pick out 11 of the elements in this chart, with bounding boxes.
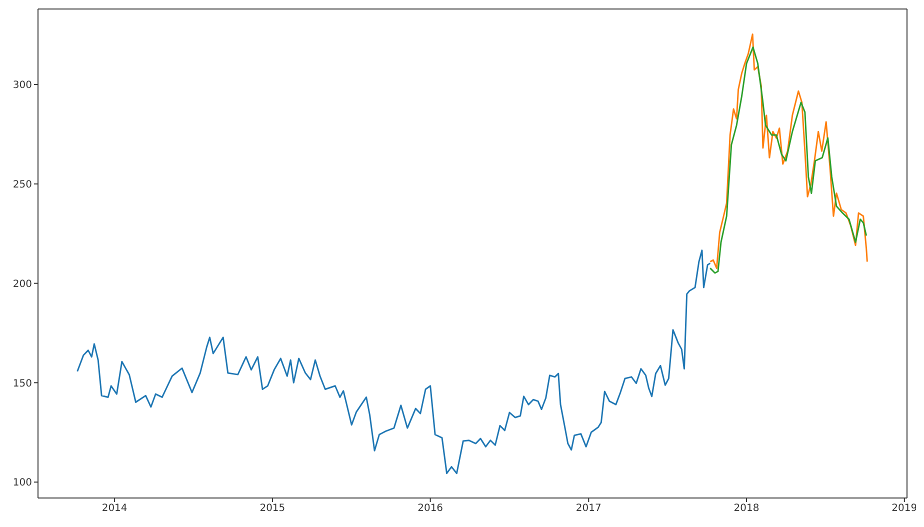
y-tick-label: 300 (12, 80, 32, 92)
y-tick-label: 100 (12, 478, 32, 489)
x-tick-label: 2017 (576, 503, 602, 514)
y-tick-label: 150 (12, 378, 32, 390)
y-tick-label: 250 (12, 179, 32, 190)
x-tick-label: 2015 (260, 503, 286, 514)
line-series (76, 250, 711, 474)
x-tick-label: 2018 (734, 503, 760, 514)
y-tick-label: 200 (12, 278, 32, 290)
x-tick-label: 2014 (102, 503, 128, 514)
x-tick-label: 2016 (418, 503, 444, 514)
